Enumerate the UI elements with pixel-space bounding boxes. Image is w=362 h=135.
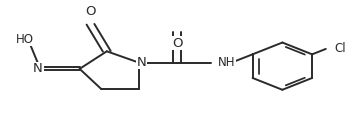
Text: Cl: Cl bbox=[335, 42, 346, 55]
Text: O: O bbox=[85, 5, 96, 18]
Text: N: N bbox=[33, 62, 43, 75]
Text: O: O bbox=[172, 37, 183, 50]
Text: NH: NH bbox=[218, 56, 235, 69]
Text: N: N bbox=[136, 56, 146, 69]
Text: HO: HO bbox=[16, 33, 34, 46]
